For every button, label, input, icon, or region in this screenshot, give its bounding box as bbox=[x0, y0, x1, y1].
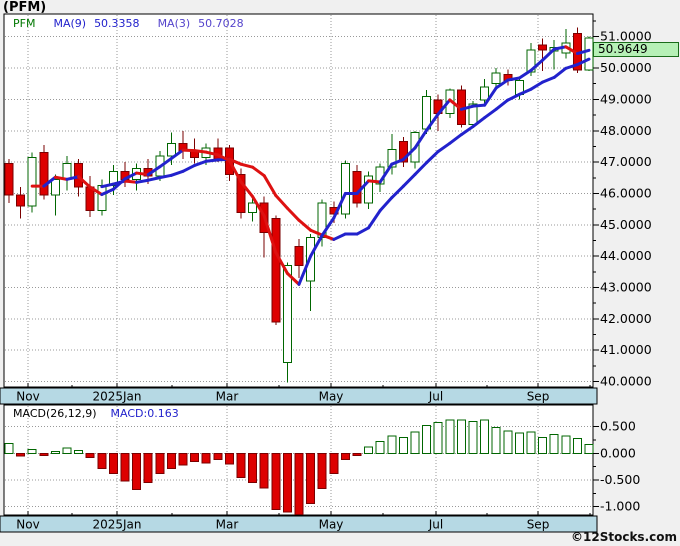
svg-text:Jul: Jul bbox=[428, 518, 443, 532]
svg-text:May: May bbox=[319, 518, 344, 532]
svg-text:48.0000: 48.0000 bbox=[600, 123, 652, 138]
macd-histogram bbox=[4, 419, 594, 516]
svg-text:May: May bbox=[319, 390, 344, 404]
macd-legend: MACD(26,12,9) MACD:0.163 bbox=[13, 407, 179, 420]
legend-symbol: PFM bbox=[13, 17, 36, 30]
svg-text:-0.500: -0.500 bbox=[600, 472, 640, 487]
svg-text:Nov: Nov bbox=[16, 518, 39, 532]
ma3-line bbox=[30, 45, 591, 286]
macd-axis: 0.500 0.000 -0.500 -1.000 bbox=[593, 419, 640, 514]
month-axis-upper: Nov 2025Jan Mar May Jul Sep bbox=[0, 383, 598, 405]
svg-text:41.0000: 41.0000 bbox=[600, 342, 652, 357]
legend-ma3-label: MA(3) bbox=[157, 17, 191, 30]
macd-value-label: MACD:0.163 bbox=[110, 407, 179, 420]
svg-text:49.0000: 49.0000 bbox=[600, 91, 652, 106]
svg-text:Sep: Sep bbox=[527, 518, 550, 532]
month-axis-lower: Nov 2025Jan Mar May Jul Sep bbox=[0, 511, 598, 533]
svg-text:47.0000: 47.0000 bbox=[600, 154, 652, 169]
macd-params-label: MACD(26,12,9) bbox=[13, 407, 97, 420]
svg-text:43.0000: 43.0000 bbox=[600, 280, 652, 295]
svg-text:Sep: Sep bbox=[527, 390, 550, 404]
svg-text:50.0000: 50.0000 bbox=[600, 60, 652, 75]
svg-text:42.0000: 42.0000 bbox=[600, 311, 652, 326]
svg-text:Jul: Jul bbox=[428, 390, 443, 404]
ma9-line bbox=[100, 57, 591, 241]
svg-text:40.0000: 40.0000 bbox=[600, 374, 652, 389]
svg-text:46.0000: 46.0000 bbox=[600, 185, 652, 200]
legend-ma3-value: 50.7028 bbox=[198, 17, 244, 30]
price-axis: 51.0000 50.0000 49.0000 48.0000 47.0000 46.00… bbox=[593, 20, 652, 389]
svg-text:Mar: Mar bbox=[216, 390, 239, 404]
svg-text:44.0000: 44.0000 bbox=[600, 248, 652, 263]
svg-text:-1.000: -1.000 bbox=[600, 499, 640, 514]
watermark-link[interactable]: ©12Stocks.com bbox=[571, 530, 677, 544]
legend-ma9-value: 50.3358 bbox=[94, 17, 140, 30]
svg-text:Nov: Nov bbox=[16, 390, 39, 404]
svg-text:2025Jan: 2025Jan bbox=[92, 518, 141, 532]
svg-text:51.0000: 51.0000 bbox=[600, 29, 652, 44]
svg-text:0.500: 0.500 bbox=[600, 419, 636, 434]
svg-text:0.000: 0.000 bbox=[600, 445, 636, 460]
svg-text:45.0000: 45.0000 bbox=[600, 217, 652, 232]
legend-ma9-label: MA(9) bbox=[53, 17, 87, 30]
svg-text:Mar: Mar bbox=[216, 518, 239, 532]
current-price-badge: 50.9649 bbox=[593, 42, 679, 57]
page-title: (PFM) bbox=[3, 0, 47, 15]
svg-text:2025Jan: 2025Jan bbox=[92, 390, 141, 404]
price-legend: PFM MA(9) 50.3358 MA(3) 50.7028 bbox=[13, 17, 244, 30]
